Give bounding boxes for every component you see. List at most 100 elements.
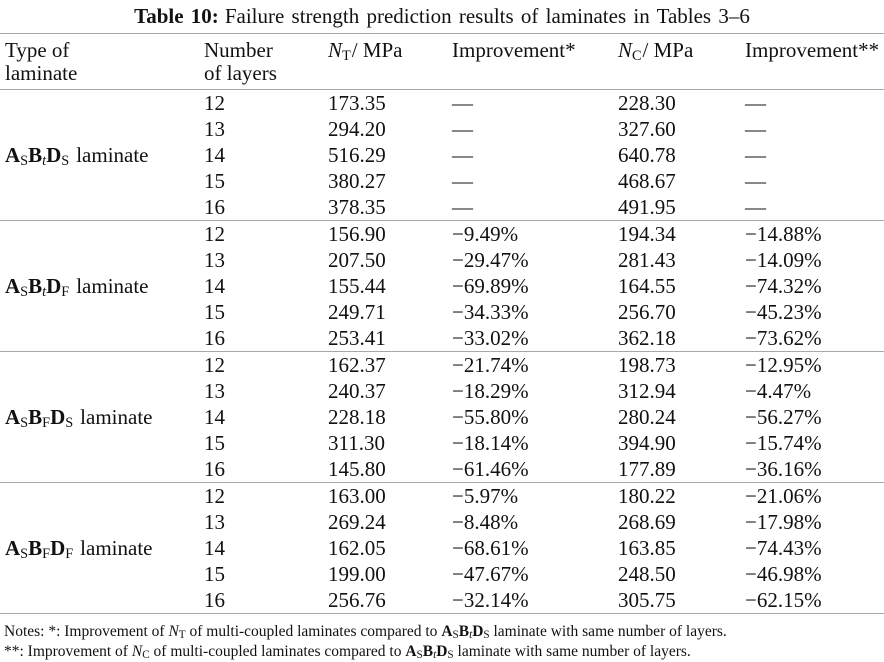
laminate-subscript: t xyxy=(433,648,437,661)
nt-cell: 269.24 xyxy=(328,510,386,534)
nc-cell: 312.94 xyxy=(618,379,676,403)
laminate-word: laminate xyxy=(80,405,153,429)
improvement-nc-cell: −46.98% xyxy=(745,562,822,586)
laminate-subscript: S xyxy=(65,415,74,432)
improvement-nt-cell: −18.14% xyxy=(452,431,529,455)
layers-cell: 16 xyxy=(204,588,225,612)
table-footnotes: Notes: *: Improvement of NT of multi-cou… xyxy=(0,622,884,661)
laminate-subscript: F xyxy=(65,546,74,563)
improvement-nt-cell: −61.46% xyxy=(452,457,529,481)
nt-cell: 228.18 xyxy=(328,405,386,429)
table-row: 15 249.71 −34.33% 256.70 −45.23% xyxy=(0,299,884,325)
layers-cell: 15 xyxy=(204,431,225,455)
nc-cell: 640.78 xyxy=(618,143,676,167)
laminate-subscript: S xyxy=(452,629,459,642)
laminate-letter: D xyxy=(436,642,448,660)
laminate-letter: A xyxy=(5,274,21,298)
laminate-type-label: ASBtDS laminate xyxy=(0,90,204,221)
nt-cell: 311.30 xyxy=(328,431,385,455)
table-row: 13 240.37 −18.29% 312.94 −4.47% xyxy=(0,378,884,404)
laminate-word: laminate xyxy=(80,536,153,560)
table-row: ASBtDS laminate 12 173.35 — 228.30 — xyxy=(0,90,884,168)
layers-cell: 13 xyxy=(204,379,225,403)
improvement-nt-cell: −69.89% xyxy=(452,274,529,298)
table-row: ASBFDF laminate 12 163.00 −5.97% 180.22 −… xyxy=(0,483,884,561)
nt-cell: 294.20 xyxy=(328,117,386,141)
table-row: 14 162.05 −68.61% 163.85 −74.43% xyxy=(0,535,884,561)
layers-cell: 13 xyxy=(204,117,225,141)
laminate-letter: B xyxy=(28,143,43,167)
laminate-letter: D xyxy=(46,143,62,167)
table-row: 15 380.27 — 468.67 — xyxy=(0,168,884,194)
results-table: Type of laminate Number of layers NT/ MPa … xyxy=(0,33,884,614)
laminate-letter: D xyxy=(50,405,66,429)
improvement-nc-cell: −4.47% xyxy=(745,379,812,403)
nt-cell: 240.37 xyxy=(328,379,386,403)
header-line: of layers xyxy=(204,61,277,85)
nt-cell: 162.05 xyxy=(328,536,386,560)
improvement-nt-cell: −8.48% xyxy=(452,510,519,534)
improvement-nt-cell: −47.67% xyxy=(452,562,529,586)
improvement-nt-cell: — xyxy=(452,195,473,219)
col-header-improvement-nc: Improvement** xyxy=(745,33,884,90)
improvement-nt-cell: — xyxy=(452,91,473,115)
nt-cell: 249.71 xyxy=(328,300,386,324)
footnote-nc: **: Improvement of NC of multi-coupled l… xyxy=(4,642,884,662)
nt-cell: 173.35 xyxy=(328,91,386,115)
improvement-nc-cell: −14.88% xyxy=(745,222,822,246)
nc-cell: 164.55 xyxy=(618,274,676,298)
improvement-nt-cell: −5.97% xyxy=(452,484,519,508)
improvement-nc-cell: — xyxy=(745,195,766,219)
layers-cell: 16 xyxy=(204,457,225,481)
nc-cell: 163.85 xyxy=(618,536,676,560)
col-header-nt: NT/ MPa xyxy=(328,33,452,90)
nc-cell: 280.24 xyxy=(618,405,676,429)
laminate-subscript: S xyxy=(20,284,29,301)
nc-cell: 362.18 xyxy=(618,326,676,350)
header-line: Number xyxy=(204,38,273,62)
header-line: Type of xyxy=(5,38,70,62)
improvement-nc-cell: — xyxy=(745,169,766,193)
footnote-text: of multi-coupled laminates compared to xyxy=(149,642,406,660)
improvement-nt-cell: −32.14% xyxy=(452,588,529,612)
improvement-nc-cell: −62.15% xyxy=(745,588,822,612)
laminate-word: laminate xyxy=(76,274,149,298)
footnote-text: of multi-coupled laminates compared to xyxy=(185,623,442,640)
footnote-text: laminate with same number of layers. xyxy=(489,623,727,640)
laminate-subscript: S xyxy=(61,153,70,170)
layers-cell: 16 xyxy=(204,195,225,219)
layers-cell: 13 xyxy=(204,510,225,534)
improvement-nt-cell: −34.33% xyxy=(452,300,529,324)
nt-cell: 380.27 xyxy=(328,169,386,193)
table-row: 13 294.20 — 327.60 — xyxy=(0,116,884,142)
table-caption-text: Failure strength prediction results of l… xyxy=(224,4,750,28)
nt-cell: 155.44 xyxy=(328,274,386,298)
nt-cell: 253.41 xyxy=(328,326,386,350)
col-header-improvement-nt: Improvement* xyxy=(452,33,618,90)
improvement-nt-cell: −21.74% xyxy=(452,353,529,377)
improvement-nc-cell: −36.16% xyxy=(745,457,822,481)
layers-cell: 14 xyxy=(204,536,225,560)
laminate-subscript: S xyxy=(20,546,29,563)
nc-unit: / MPa xyxy=(642,38,694,62)
layers-cell: 14 xyxy=(204,274,225,298)
nc-cell: 228.30 xyxy=(618,91,676,115)
laminate-letter: A xyxy=(441,623,453,640)
nt-cell: 256.76 xyxy=(328,588,386,612)
nt-cell: 199.00 xyxy=(328,562,386,586)
footnote-text: **: Improvement of xyxy=(4,642,132,660)
nc-cell: 491.95 xyxy=(618,195,676,219)
layers-cell: 16 xyxy=(204,326,225,350)
laminate-type-label: ASBFDF laminate xyxy=(0,483,204,614)
col-header-laminate-type: Type of laminate xyxy=(0,33,204,90)
layers-cell: 15 xyxy=(204,169,225,193)
improvement-nt-cell: — xyxy=(452,143,473,167)
table-row: ASBtDF laminate 12 156.90 −9.49% 194.34 −… xyxy=(0,221,884,299)
laminate-group-asbtdf: ASBtDF laminate 12 156.90 −9.49% 194.34 −… xyxy=(0,221,884,352)
laminate-subscript: S xyxy=(416,648,423,661)
laminate-subscript: F xyxy=(42,546,51,563)
laminate-group-asbfds: ASBFDS laminate 12 162.37 −21.74% 198.73 … xyxy=(0,352,884,483)
nc-cell: 268.69 xyxy=(618,510,676,534)
improvement-nt-cell: −9.49% xyxy=(452,222,519,246)
layers-cell: 14 xyxy=(204,405,225,429)
